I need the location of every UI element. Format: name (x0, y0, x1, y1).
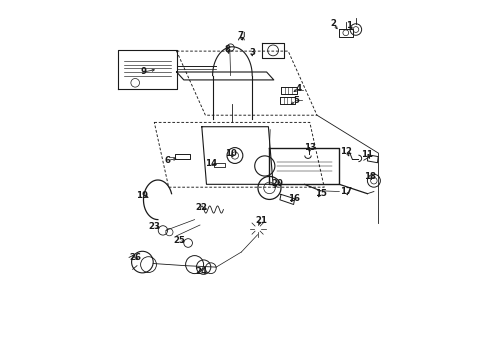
Text: 21: 21 (255, 216, 267, 225)
Text: 22: 22 (196, 202, 208, 211)
Text: 18: 18 (364, 172, 376, 181)
Text: 11: 11 (362, 150, 373, 159)
Text: 6: 6 (165, 156, 171, 165)
Text: 24: 24 (195, 267, 207, 276)
Text: 25: 25 (173, 236, 185, 245)
Text: 15: 15 (315, 189, 326, 198)
Text: 13: 13 (304, 143, 316, 152)
Text: 14: 14 (205, 159, 217, 168)
Text: 19: 19 (136, 191, 148, 199)
Text: 5: 5 (293, 96, 299, 105)
Text: 20: 20 (271, 179, 283, 188)
Text: 26: 26 (129, 253, 141, 262)
Text: 4: 4 (296, 84, 302, 93)
Text: 3: 3 (249, 48, 255, 57)
Text: 12: 12 (341, 147, 352, 156)
Text: 1: 1 (346, 21, 352, 30)
Text: 8: 8 (225, 45, 231, 54)
Text: 23: 23 (148, 222, 160, 231)
Text: 16: 16 (288, 194, 299, 203)
Text: 10: 10 (225, 149, 237, 158)
Text: 2: 2 (330, 19, 336, 28)
Text: 17: 17 (340, 187, 352, 196)
Text: 7: 7 (238, 31, 244, 40)
Text: 9: 9 (141, 68, 147, 77)
